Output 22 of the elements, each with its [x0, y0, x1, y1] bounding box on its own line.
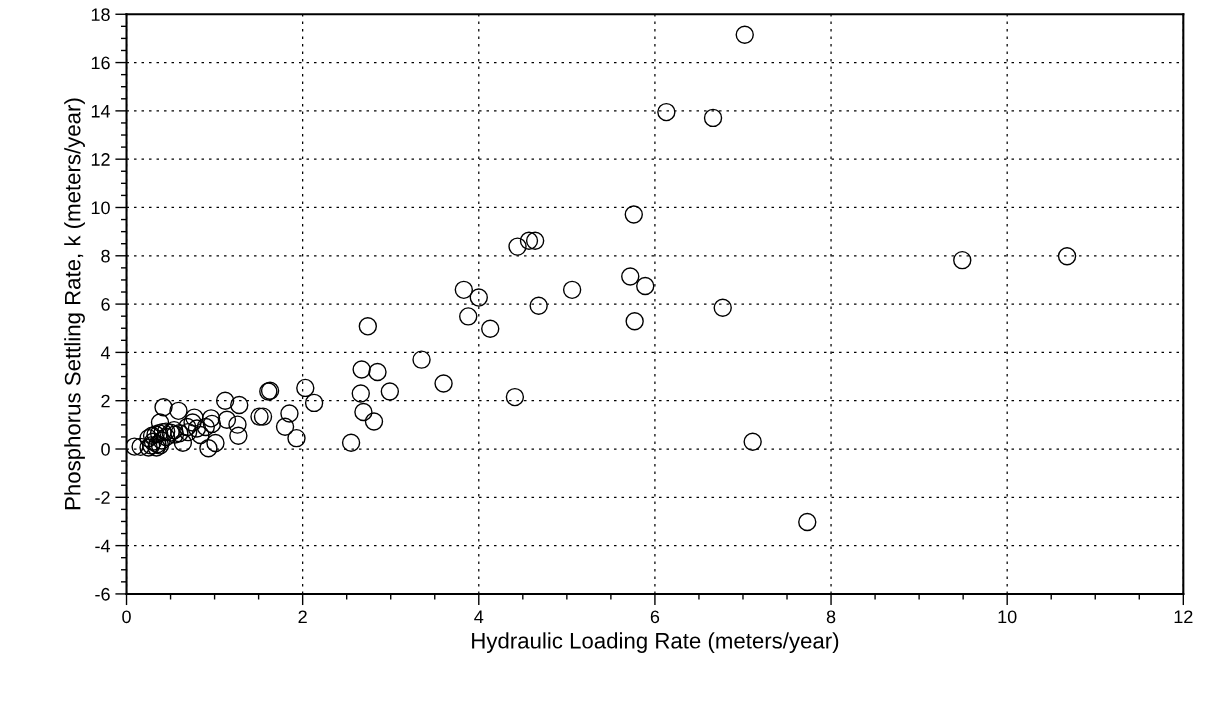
x-tick-label: 8 — [826, 610, 836, 624]
y-tick-label: 18 — [91, 8, 110, 21]
y-tick-label: 10 — [91, 201, 110, 215]
y-tick-label: -6 — [95, 587, 110, 601]
y-tick-label: 6 — [101, 298, 110, 311]
y-tick-label: -2 — [95, 491, 110, 504]
y-tick-label: 12 — [91, 153, 110, 166]
x-tick-label: 0 — [122, 610, 131, 624]
x-tick-label: 10 — [998, 610, 1017, 624]
y-axis-title: Phosphorus Settling Rate, k (meters/year) — [64, 98, 85, 510]
y-tick-label: 2 — [101, 394, 110, 408]
y-tick-label: 8 — [101, 249, 110, 263]
y-tick-label: -4 — [95, 539, 111, 553]
x-tick-label: 12 — [1174, 610, 1193, 623]
x-tick-label: 4 — [474, 610, 484, 623]
y-tick-label: 4 — [100, 346, 111, 359]
y-tick-label: 0 — [101, 442, 110, 456]
x-tick-label: 6 — [650, 610, 660, 624]
y-tick-label: 14 — [91, 104, 111, 118]
x-axis-title: Hydraulic Loading Rate (meters/year) — [472, 632, 839, 653]
x-tick-label: 2 — [298, 610, 307, 623]
y-tick-label: 16 — [91, 56, 110, 70]
